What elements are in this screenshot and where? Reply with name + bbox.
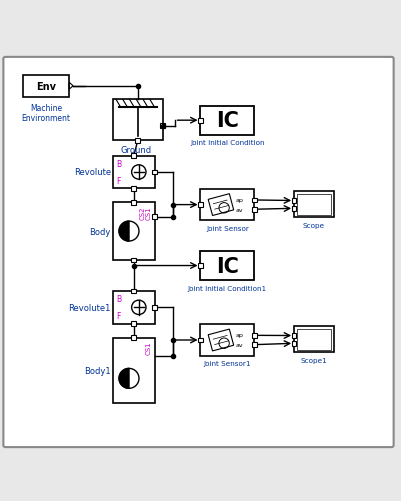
Text: IC: IC bbox=[216, 256, 239, 276]
Polygon shape bbox=[119, 221, 129, 241]
FancyBboxPatch shape bbox=[132, 289, 136, 294]
FancyBboxPatch shape bbox=[132, 154, 136, 159]
FancyBboxPatch shape bbox=[132, 186, 136, 191]
FancyBboxPatch shape bbox=[200, 252, 254, 280]
FancyBboxPatch shape bbox=[136, 139, 140, 144]
FancyBboxPatch shape bbox=[200, 325, 254, 356]
FancyBboxPatch shape bbox=[294, 327, 334, 353]
FancyBboxPatch shape bbox=[198, 203, 203, 207]
FancyBboxPatch shape bbox=[252, 333, 257, 338]
Text: ap: ap bbox=[235, 197, 243, 202]
Text: Revolute1: Revolute1 bbox=[69, 303, 111, 312]
FancyBboxPatch shape bbox=[198, 119, 203, 123]
FancyBboxPatch shape bbox=[160, 124, 165, 129]
Text: av: av bbox=[235, 207, 243, 212]
FancyBboxPatch shape bbox=[292, 334, 296, 338]
Text: CS2: CS2 bbox=[140, 206, 146, 219]
FancyBboxPatch shape bbox=[152, 305, 157, 310]
FancyBboxPatch shape bbox=[297, 195, 331, 215]
FancyBboxPatch shape bbox=[200, 107, 254, 135]
Text: Machine
Environment: Machine Environment bbox=[22, 103, 71, 123]
Text: Joint Sensor: Joint Sensor bbox=[206, 225, 249, 231]
FancyBboxPatch shape bbox=[292, 199, 296, 203]
Text: Ground: Ground bbox=[120, 146, 151, 155]
FancyBboxPatch shape bbox=[292, 341, 296, 346]
FancyBboxPatch shape bbox=[200, 190, 254, 221]
FancyBboxPatch shape bbox=[3, 58, 394, 447]
FancyBboxPatch shape bbox=[292, 206, 296, 211]
Text: F: F bbox=[116, 312, 120, 321]
Text: ap: ap bbox=[235, 332, 243, 337]
Text: av: av bbox=[235, 343, 243, 348]
FancyBboxPatch shape bbox=[297, 330, 331, 350]
Text: B: B bbox=[116, 159, 121, 168]
FancyBboxPatch shape bbox=[252, 207, 257, 212]
FancyBboxPatch shape bbox=[113, 203, 155, 261]
Text: Scope: Scope bbox=[303, 222, 325, 228]
Text: Body1: Body1 bbox=[84, 366, 111, 375]
FancyBboxPatch shape bbox=[252, 343, 257, 347]
FancyBboxPatch shape bbox=[113, 338, 155, 403]
FancyBboxPatch shape bbox=[152, 170, 157, 175]
FancyBboxPatch shape bbox=[113, 292, 155, 324]
FancyBboxPatch shape bbox=[113, 100, 163, 141]
FancyBboxPatch shape bbox=[152, 215, 157, 219]
FancyBboxPatch shape bbox=[132, 200, 136, 205]
Text: B: B bbox=[116, 295, 121, 304]
Polygon shape bbox=[208, 330, 234, 351]
Polygon shape bbox=[208, 194, 234, 216]
Text: Body: Body bbox=[89, 227, 111, 236]
FancyBboxPatch shape bbox=[294, 192, 334, 218]
FancyBboxPatch shape bbox=[113, 156, 155, 189]
Text: CS1: CS1 bbox=[146, 206, 152, 219]
Text: Joint Initial Condition: Joint Initial Condition bbox=[190, 140, 265, 146]
Text: Joint Sensor1: Joint Sensor1 bbox=[204, 361, 251, 367]
Text: F: F bbox=[116, 177, 120, 186]
Text: Env: Env bbox=[36, 82, 56, 92]
FancyBboxPatch shape bbox=[252, 198, 257, 203]
Polygon shape bbox=[119, 369, 129, 389]
Text: Revolute: Revolute bbox=[74, 168, 111, 177]
FancyBboxPatch shape bbox=[132, 258, 136, 263]
FancyBboxPatch shape bbox=[132, 336, 136, 340]
Text: IC: IC bbox=[216, 111, 239, 131]
FancyBboxPatch shape bbox=[23, 76, 69, 98]
FancyBboxPatch shape bbox=[198, 338, 203, 343]
Text: Scope1: Scope1 bbox=[301, 357, 327, 363]
FancyBboxPatch shape bbox=[198, 264, 203, 269]
FancyBboxPatch shape bbox=[132, 322, 136, 327]
Text: CS1: CS1 bbox=[146, 341, 152, 355]
Text: Joint Initial Condition1: Joint Initial Condition1 bbox=[188, 285, 267, 291]
